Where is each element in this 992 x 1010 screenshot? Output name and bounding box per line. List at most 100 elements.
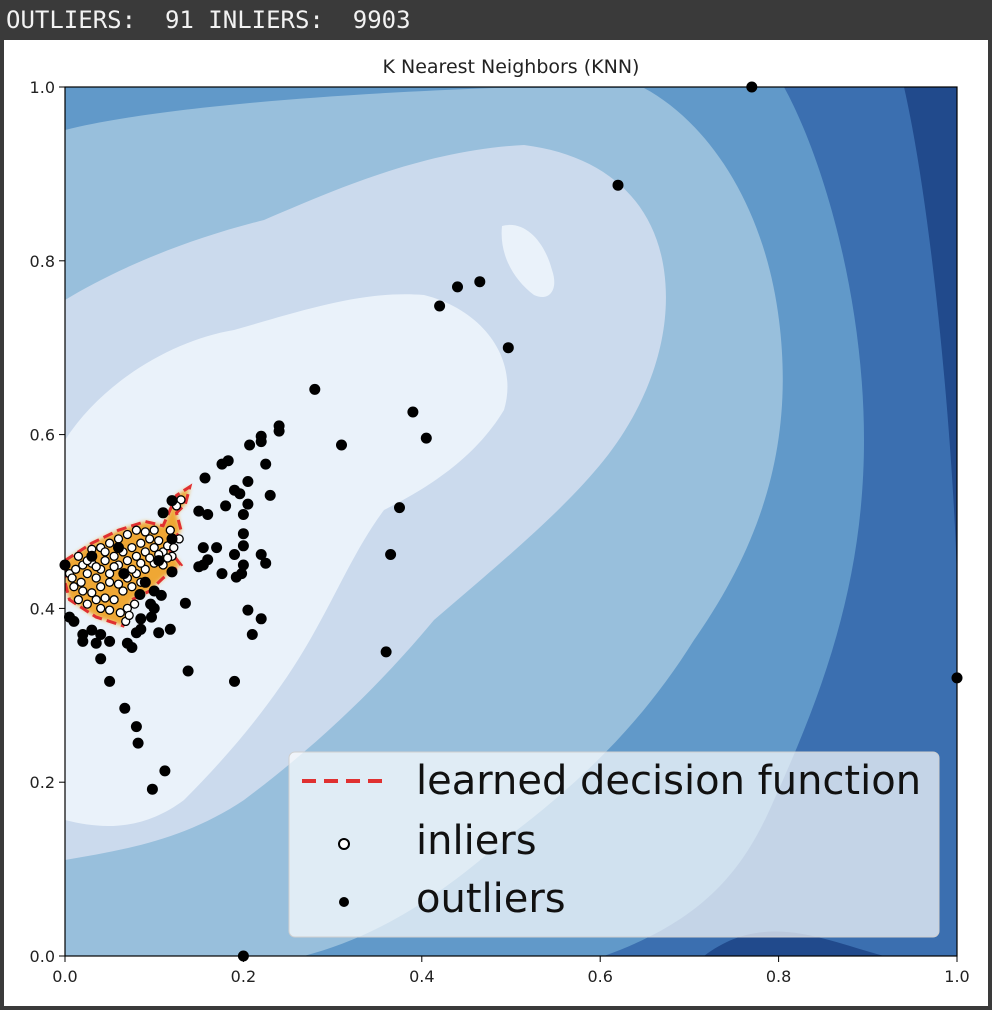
outlier-point [119, 702, 131, 714]
inlier-point [96, 582, 106, 592]
outlier-point [242, 604, 254, 616]
outlier-point [148, 602, 160, 614]
inlier-point [87, 588, 97, 598]
outlier-point [255, 436, 267, 448]
outlier-point [199, 472, 211, 484]
outlier-point [153, 627, 165, 639]
y-tick-label: 0.2 [30, 773, 55, 792]
outlier-point [255, 613, 267, 625]
outlier-point [95, 629, 107, 640]
outlier-point [394, 502, 405, 514]
inlier-point [127, 542, 137, 553]
inlier-point [113, 579, 124, 589]
outlier-point [86, 624, 98, 636]
outlier-point [230, 571, 242, 583]
outlier-point [77, 635, 89, 647]
decision-boundary-line [65, 483, 193, 628]
outlier-point [255, 549, 267, 560]
outlier-point [260, 557, 272, 569]
outlier-point [246, 629, 258, 640]
inlier-point [73, 551, 84, 561]
inlier-point [115, 608, 125, 618]
outlier-point [90, 637, 102, 649]
x-tick-label: 0.8 [766, 967, 791, 986]
inlier-point [145, 553, 155, 563]
outlier-point [135, 623, 147, 635]
outlier-point [159, 765, 171, 777]
inlier-point [104, 577, 115, 587]
outlier-point [104, 635, 116, 647]
outlier-point [234, 488, 246, 500]
outlier-point [139, 576, 151, 588]
outlier-point [434, 300, 446, 312]
plot-frame [64, 86, 958, 957]
legend-box [288, 751, 940, 938]
inlier-point [140, 564, 150, 574]
inlier-point [67, 573, 77, 583]
inlier-point [122, 529, 133, 540]
outlier-point [407, 406, 419, 418]
inlier-point [109, 551, 119, 561]
outlier-point [336, 439, 347, 451]
outlier-point [68, 615, 80, 627]
outlier-point [380, 646, 392, 658]
x-tick-label: 1.0 [944, 967, 969, 986]
outlier-point [126, 642, 138, 653]
legend-outlier-icon [339, 897, 349, 907]
outlier-point [474, 276, 486, 288]
outlier-point [420, 432, 432, 444]
outlier-point [113, 542, 124, 554]
chart-title: K Nearest Neighbors (KNN) [383, 56, 640, 78]
outlier-point [155, 589, 167, 601]
outlier-point [237, 528, 249, 540]
y-tick-label: 0.0 [30, 947, 55, 966]
inlier-point [109, 562, 119, 572]
inlier-point [71, 564, 81, 574]
inlier-point [91, 595, 101, 605]
outlier-point [242, 476, 254, 487]
inlier-point [78, 586, 88, 596]
outlier-point [309, 383, 321, 395]
outlier-point [229, 675, 240, 687]
x-tick-label: 0.0 [52, 967, 77, 986]
contour-level-1 [65, 294, 508, 826]
outlier-point [164, 623, 176, 635]
outlier-point [452, 281, 463, 293]
outlier-point [104, 675, 116, 687]
inlier-point [104, 538, 115, 548]
inlier-point [131, 525, 142, 535]
inlier-point [162, 553, 173, 563]
outlier-point [193, 505, 205, 517]
inlier-point [96, 603, 106, 614]
y-tick-label: 0.8 [30, 252, 55, 271]
inlier-point [145, 534, 155, 544]
inlier-point [149, 542, 159, 553]
inlier-point [131, 551, 142, 561]
outlier-point [260, 458, 272, 470]
inlier-point [100, 593, 110, 603]
inlier-point [127, 564, 137, 574]
y-axis: 0.0 0.2 0.4 0.6 0.8 1.0 [30, 78, 65, 966]
outlier-point [216, 458, 228, 470]
figure: K Nearest Neighbors (KNN) 0.0 0.2 0.4 0.6 0.… [4, 40, 988, 1006]
inlier-point [91, 562, 101, 572]
outlier-point [118, 568, 130, 580]
outlier-point [202, 509, 214, 520]
outlier-point [95, 653, 107, 665]
outlier-point [237, 509, 249, 520]
outlier-point [273, 425, 285, 437]
inlier-point [100, 555, 110, 566]
inlier-point [82, 599, 92, 609]
knn-chart: K Nearest Neighbors (KNN) 0.0 0.2 0.4 0.6 0.… [30, 56, 970, 986]
x-tick-label: 0.2 [231, 967, 256, 986]
inlier-point [165, 525, 175, 535]
outlier-point [134, 589, 146, 600]
outlier-point [193, 561, 205, 573]
inlier-point [82, 568, 92, 579]
outlier-point [237, 540, 249, 552]
inlier-point [113, 534, 124, 544]
inlier-point [154, 535, 164, 546]
outlier-point [182, 665, 194, 677]
legend-label-outliers: outliers [416, 876, 566, 922]
outlier-point [166, 533, 178, 545]
